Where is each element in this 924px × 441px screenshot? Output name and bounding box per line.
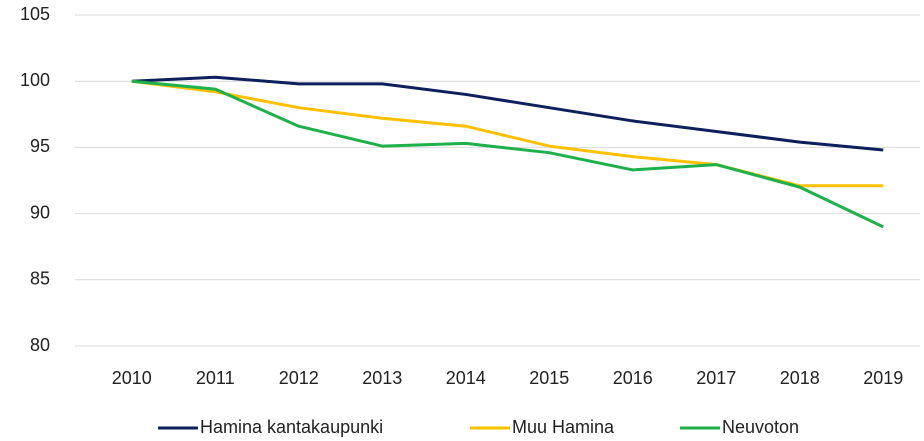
x-tick-label: 2011 xyxy=(196,368,235,388)
x-tick-label: 2017 xyxy=(696,368,736,388)
y-tick-label: 90 xyxy=(30,202,50,222)
x-tick-label: 2015 xyxy=(529,368,569,388)
x-tick-label: 2019 xyxy=(863,368,903,388)
x-tick-label: 2013 xyxy=(362,368,402,388)
y-tick-label: 95 xyxy=(30,136,50,156)
legend-label: Hamina kantakaupunki xyxy=(200,417,383,437)
x-tick-label: 2012 xyxy=(279,368,319,388)
x-tick-label: 2014 xyxy=(446,368,486,388)
x-tick-label: 2010 xyxy=(112,368,152,388)
legend-label: Neuvoton xyxy=(722,417,799,437)
y-tick-label: 80 xyxy=(30,335,50,355)
legend-label: Muu Hamina xyxy=(512,417,615,437)
x-tick-label: 2018 xyxy=(780,368,820,388)
series-line xyxy=(131,79,884,188)
y-tick-label: 85 xyxy=(30,269,50,289)
y-tick-label: 100 xyxy=(20,70,50,90)
series-line xyxy=(131,75,884,152)
x-tick-label: 2016 xyxy=(613,368,653,388)
series-line xyxy=(131,79,884,229)
y-tick-label: 105 xyxy=(20,4,50,24)
